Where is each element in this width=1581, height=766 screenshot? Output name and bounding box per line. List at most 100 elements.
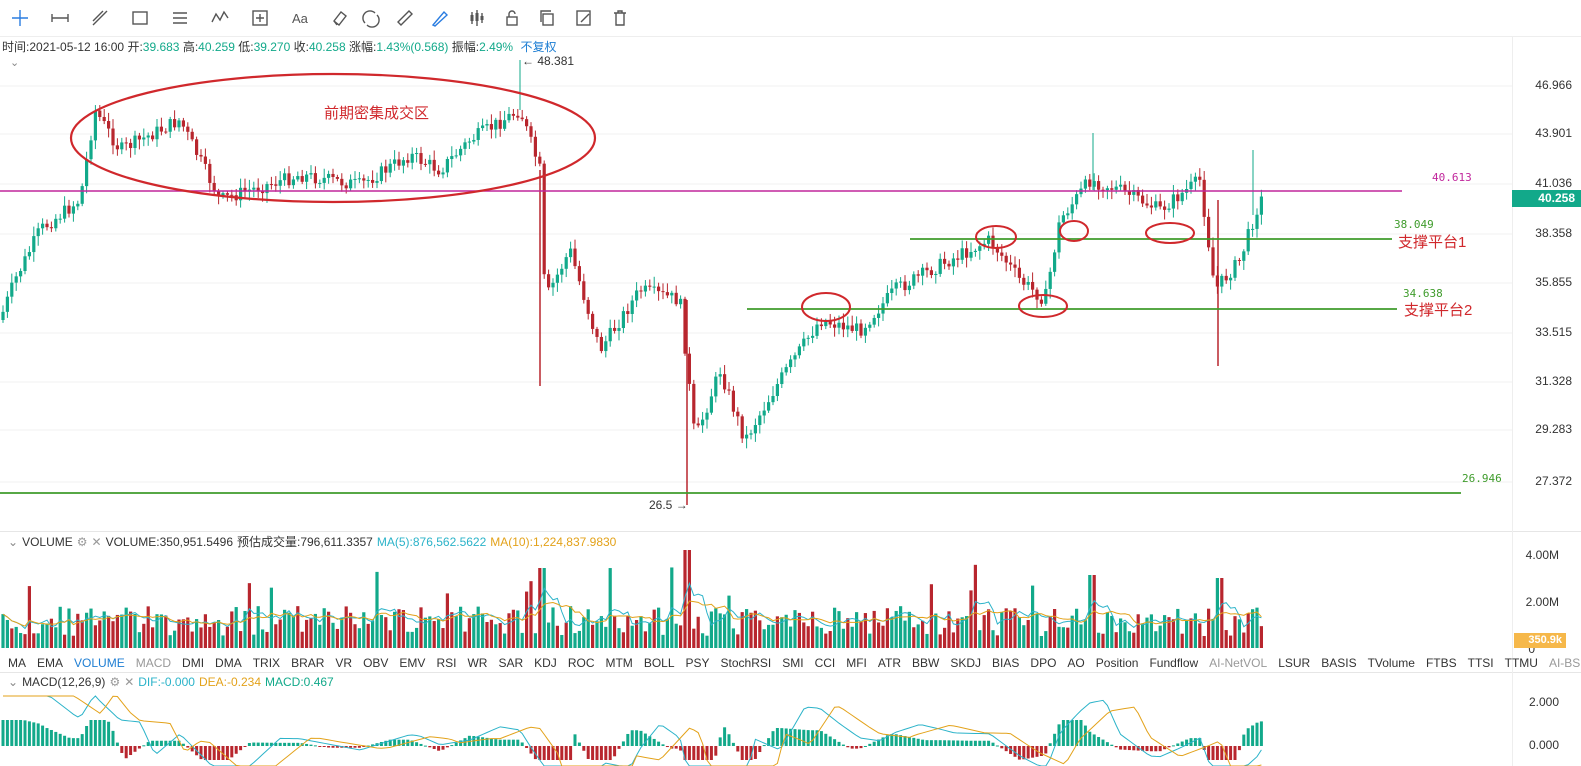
tab-bbw[interactable]: BBW — [912, 656, 940, 670]
macd-bar — [657, 741, 661, 746]
tab-dmi[interactable]: DMI — [182, 656, 205, 670]
tab-sar[interactable]: SAR — [498, 656, 524, 670]
collapse-chevron-icon[interactable]: ⌄ — [8, 534, 19, 549]
volume-bar — [1229, 635, 1233, 648]
macd-bar — [1171, 745, 1175, 747]
pane-divider[interactable] — [0, 672, 1581, 673]
macd-bar — [573, 734, 577, 746]
volume-bar — [1013, 608, 1017, 648]
tab-macd[interactable]: MACD — [135, 656, 172, 670]
tab-basis[interactable]: BASIS — [1321, 656, 1357, 670]
tab-tvolume[interactable]: TVolume — [1367, 656, 1415, 670]
magnet-icon[interactable] — [358, 6, 382, 30]
volume-bar — [159, 614, 163, 648]
eraser-icon[interactable] — [328, 6, 352, 30]
parallel-lines-icon[interactable] — [168, 6, 192, 30]
tab-cci[interactable]: CCI — [814, 656, 836, 670]
macd-bar — [630, 730, 634, 746]
candle-body — [621, 311, 625, 329]
tab-ai-bsi[interactable]: AI-BSI — [1548, 656, 1581, 670]
tab-position[interactable]: Position — [1095, 656, 1139, 670]
macd-bar — [1149, 746, 1153, 752]
volume-bar — [767, 624, 771, 648]
candle-body — [1163, 206, 1167, 210]
candle-body — [577, 266, 581, 282]
tab-skdj[interactable]: SKDJ — [950, 656, 982, 670]
macd-bar — [1127, 746, 1131, 751]
tab-boll[interactable]: BOLL — [643, 656, 675, 670]
volume-bar — [481, 613, 485, 648]
tab-kdj[interactable]: KDJ — [534, 656, 557, 670]
rectangle-icon[interactable] — [128, 6, 152, 30]
volume-bar — [1149, 614, 1153, 648]
volume-bar — [613, 615, 617, 648]
macd-bar — [181, 743, 185, 746]
macd-bar — [1066, 720, 1070, 746]
candle-body — [1017, 267, 1021, 278]
tab-ftbs[interactable]: FTBS — [1425, 656, 1457, 670]
tab-ttmu[interactable]: TTMU — [1504, 656, 1538, 670]
tab-emv[interactable]: EMV — [399, 656, 426, 670]
lock-icon[interactable] — [500, 6, 524, 30]
tab-brar[interactable]: BRAR — [291, 656, 325, 670]
tab-dma[interactable]: DMA — [215, 656, 242, 670]
tab-ttsi[interactable]: TTSI — [1467, 656, 1494, 670]
trash-icon[interactable] — [608, 6, 632, 30]
candle-body — [525, 119, 529, 127]
tab-smi[interactable]: SMI — [782, 656, 804, 670]
macd-bar — [749, 746, 753, 760]
tab-volume[interactable]: VOLUME — [74, 656, 125, 670]
tab-mfi[interactable]: MFI — [846, 656, 867, 670]
macd-tick: 2.000 — [1528, 695, 1559, 709]
highlight-ellipse — [801, 292, 851, 322]
tab-stochrsi[interactable]: StochRSI — [720, 656, 772, 670]
close-value: 40.258 — [308, 40, 346, 54]
tab-ma[interactable]: MA — [8, 656, 26, 670]
tab-dpo[interactable]: DPO — [1030, 656, 1057, 670]
tab-bias[interactable]: BIAS — [992, 656, 1020, 670]
wave-icon[interactable] — [208, 6, 232, 30]
adjust-toggle[interactable]: 不复权 — [520, 40, 557, 54]
edit-icon[interactable] — [572, 6, 596, 30]
copy-icon[interactable] — [535, 6, 559, 30]
tab-rsi[interactable]: RSI — [436, 656, 457, 670]
macd-bar — [349, 746, 353, 748]
tab-lsur[interactable]: LSUR — [1278, 656, 1311, 670]
horizontal-ray-icon[interactable] — [48, 6, 72, 30]
candle-body — [1013, 264, 1017, 268]
settings-icon[interactable]: ⚙ — [76, 534, 88, 549]
tab-obv[interactable]: OBV — [363, 656, 389, 670]
settings-icon[interactable]: ⚙ — [109, 675, 121, 689]
text-icon[interactable]: Aa — [288, 6, 312, 30]
trend-line-icon[interactable] — [88, 6, 112, 30]
tab-fundflow[interactable]: Fundflow — [1149, 656, 1199, 670]
macd-bar — [929, 740, 933, 746]
collapse-chevron-icon[interactable]: ⌄ — [8, 675, 19, 689]
brush-icon[interactable] — [428, 6, 452, 30]
tab-roc[interactable]: ROC — [567, 656, 595, 670]
price-chart[interactable] — [0, 36, 1512, 766]
volume-bar — [1171, 619, 1175, 648]
tab-atr[interactable]: ATR — [877, 656, 902, 670]
ruler-icon[interactable] — [393, 6, 417, 30]
collapse-chevron-icon[interactable]: ⌄ — [10, 57, 20, 69]
close-icon[interactable]: ✕ — [91, 534, 102, 549]
tab-vr[interactable]: VR — [335, 656, 353, 670]
candle-body — [978, 246, 982, 251]
crosshair-icon[interactable] — [8, 6, 32, 30]
close-icon[interactable]: ✕ — [124, 675, 135, 689]
measure-icon[interactable] — [248, 6, 272, 30]
tab-mtm[interactable]: MTM — [605, 656, 633, 670]
tab-ai-netvol[interactable]: AI-NetVOL — [1209, 656, 1268, 670]
macd-bar — [419, 743, 423, 746]
pane-divider[interactable] — [0, 531, 1581, 532]
axis-divider — [1512, 531, 1513, 766]
tab-trix[interactable]: TRIX — [252, 656, 281, 670]
volume-bar — [1119, 618, 1123, 648]
tab-psy[interactable]: PSY — [685, 656, 710, 670]
volume-bar — [23, 634, 27, 648]
candle-type-icon[interactable] — [465, 6, 489, 30]
tab-ao[interactable]: AO — [1067, 656, 1085, 670]
tab-wr[interactable]: WR — [467, 656, 488, 670]
tab-ema[interactable]: EMA — [37, 656, 64, 670]
